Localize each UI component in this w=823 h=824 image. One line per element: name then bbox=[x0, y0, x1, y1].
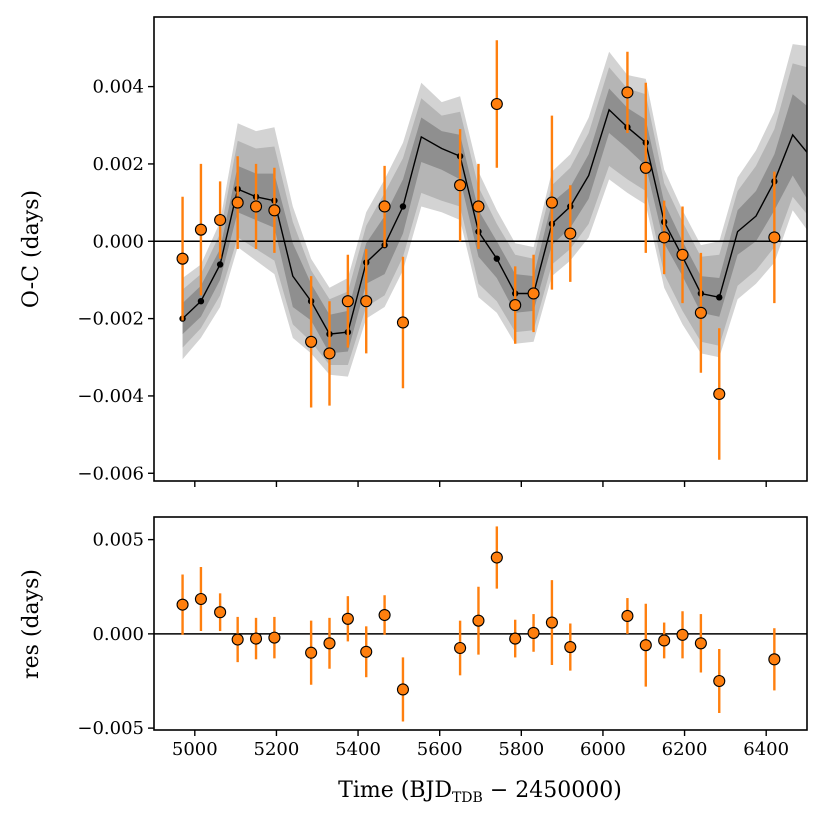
x-tick-label: 5800 bbox=[498, 739, 544, 760]
observation-point bbox=[378, 200, 391, 213]
x-ticks: 5000 5200 5400 5600 5800 6000 6200 6400 bbox=[172, 730, 789, 760]
y-axis-label: res (days) bbox=[19, 569, 44, 679]
confidence-bands bbox=[182, 44, 808, 377]
model-point bbox=[716, 294, 723, 301]
residual-point bbox=[694, 637, 707, 650]
observation-point bbox=[305, 335, 318, 348]
observation-point bbox=[658, 231, 671, 244]
observation-point bbox=[713, 387, 726, 401]
observation-point bbox=[490, 97, 503, 111]
x-tick-label: 6200 bbox=[662, 739, 708, 760]
y-tick-label: −0.004 bbox=[77, 386, 144, 407]
x-tick-label: 5600 bbox=[417, 739, 463, 760]
observation-point bbox=[676, 248, 689, 261]
residual-point bbox=[214, 606, 227, 619]
residual-point bbox=[472, 614, 485, 627]
model-point bbox=[399, 203, 407, 210]
residual-point bbox=[194, 592, 207, 606]
observation-point bbox=[768, 231, 781, 244]
observation-point bbox=[621, 86, 634, 99]
x-tick-label: 5200 bbox=[254, 739, 300, 760]
residual-point bbox=[305, 646, 318, 659]
y-tick-label: −0.005 bbox=[77, 718, 144, 739]
residual-point bbox=[621, 609, 634, 623]
x-axis-label: Time (BJDTDB − 2450000) bbox=[338, 778, 622, 806]
residual-point bbox=[231, 633, 244, 646]
residuals bbox=[176, 526, 781, 722]
residual-point bbox=[676, 628, 689, 641]
observation-point bbox=[509, 299, 522, 312]
residual-point bbox=[341, 612, 354, 625]
residual-point bbox=[454, 641, 467, 655]
y-tick-label: −0.002 bbox=[77, 309, 144, 330]
residual-point bbox=[268, 631, 281, 644]
y-ticks: −0.005 0.000 0.005 bbox=[77, 530, 154, 739]
residual-point bbox=[509, 632, 522, 645]
observation-point bbox=[454, 179, 467, 192]
band-inner bbox=[182, 88, 808, 354]
model-point bbox=[216, 261, 224, 268]
y-tick-label: −0.006 bbox=[77, 463, 144, 484]
residual-point bbox=[658, 634, 671, 647]
observation-point bbox=[396, 316, 410, 329]
y-tick-label: 0.004 bbox=[92, 77, 144, 98]
x-tick-label: 6000 bbox=[580, 739, 626, 760]
residual-point bbox=[360, 645, 373, 658]
residual-point bbox=[323, 637, 336, 650]
y-tick-label: 0.002 bbox=[92, 154, 144, 175]
residual-point bbox=[639, 639, 652, 652]
residual-point bbox=[176, 598, 189, 611]
residual-point bbox=[378, 608, 391, 622]
observation-point bbox=[249, 200, 263, 213]
observation-point bbox=[176, 252, 189, 265]
observation-point bbox=[341, 295, 354, 308]
y-tick-label: 0.000 bbox=[92, 231, 144, 252]
residual-point bbox=[490, 551, 503, 564]
band-mid bbox=[182, 63, 808, 366]
observation-point bbox=[694, 306, 707, 319]
y-tick-label: 0.000 bbox=[92, 624, 144, 645]
observation-point bbox=[545, 196, 558, 209]
observation-point bbox=[527, 287, 540, 300]
residual-point bbox=[545, 616, 558, 629]
observation-point bbox=[214, 213, 227, 227]
observation-point bbox=[639, 161, 652, 174]
y-axis-label: O-C (days) bbox=[19, 190, 44, 308]
y-ticks: −0.006 −0.004 −0.002 0.000 0.002 0.004 bbox=[77, 77, 154, 484]
y-tick-label: 0.005 bbox=[92, 530, 144, 551]
x-tick-label: 6400 bbox=[743, 739, 789, 760]
x-axis-label-math: BJD bbox=[409, 778, 452, 803]
residual-point bbox=[564, 641, 577, 654]
observation-point bbox=[231, 196, 244, 209]
x-tick-label: 5000 bbox=[172, 739, 218, 760]
x-axis-label-sub: TDB bbox=[452, 790, 483, 806]
observation-point bbox=[268, 204, 281, 217]
observations bbox=[176, 40, 781, 460]
observation-point bbox=[564, 227, 577, 240]
observation-point bbox=[472, 200, 485, 213]
residual-point bbox=[768, 653, 781, 666]
axes-frame bbox=[153, 516, 808, 731]
x-tick-label: 5400 bbox=[335, 739, 381, 760]
residual-point bbox=[713, 674, 726, 688]
oc-panel: −0.006 −0.004 −0.002 0.000 0.002 0.004 O-C (d… bbox=[19, 16, 808, 487]
observation-point bbox=[360, 295, 373, 308]
residual-point bbox=[249, 632, 263, 645]
x-axis-label-tail: − 2450000) bbox=[483, 778, 622, 803]
x-ticks bbox=[194, 481, 767, 487]
model-point bbox=[197, 298, 205, 305]
residual-panel: −0.005 0.000 0.005 5000 5200 5400 5600 5800 600… bbox=[19, 516, 808, 806]
residual-point bbox=[396, 683, 410, 696]
observation-point bbox=[323, 347, 336, 360]
observation-point bbox=[194, 223, 207, 236]
x-axis-label-main: Time ( bbox=[338, 778, 409, 803]
model-point bbox=[493, 255, 501, 262]
residual-point bbox=[527, 626, 540, 639]
axes-frame bbox=[153, 16, 808, 482]
